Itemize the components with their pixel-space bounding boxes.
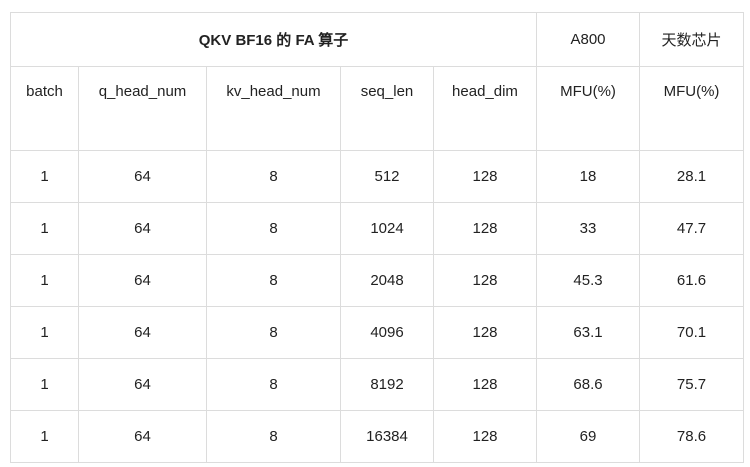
- column-header: q_head_num: [78, 66, 207, 151]
- table-cell: 33: [536, 202, 640, 255]
- table-cell: 47.7: [639, 202, 744, 255]
- table-cell: 64: [78, 358, 207, 411]
- table-cell: 68.6: [536, 358, 640, 411]
- table-cell: 2048: [340, 254, 434, 307]
- column-header: head_dim: [433, 66, 537, 151]
- table-row: 1 64 8 16384 128 69 78.6: [10, 410, 744, 463]
- mfu-comparison-table: QKV BF16 的 FA 算子 A800 天数芯片 batch q_head_n…: [10, 12, 744, 463]
- table-row: 1 64 8 512 128 18 28.1: [10, 150, 744, 203]
- table-cell: 8192: [340, 358, 434, 411]
- table-row: 1 64 8 4096 128 63.1 70.1: [10, 306, 744, 359]
- table-cell: 8: [206, 254, 341, 307]
- table-cell: 8: [206, 150, 341, 203]
- table-cell: 70.1: [639, 306, 744, 359]
- table-cell: 64: [78, 254, 207, 307]
- table-cell: 1: [10, 202, 79, 255]
- table-cell: 64: [78, 202, 207, 255]
- table-cell: 4096: [340, 306, 434, 359]
- group-header-a800: A800: [536, 12, 640, 67]
- table-cell: 28.1: [639, 150, 744, 203]
- group-header-row: QKV BF16 的 FA 算子 A800 天数芯片: [10, 12, 744, 67]
- table-cell: 128: [433, 410, 537, 463]
- table-cell: 64: [78, 306, 207, 359]
- column-header: batch: [10, 66, 79, 151]
- table-cell: 61.6: [639, 254, 744, 307]
- table-cell: 1024: [340, 202, 434, 255]
- table-row: 1 64 8 8192 128 68.6 75.7: [10, 358, 744, 411]
- table-cell: 18: [536, 150, 640, 203]
- table-cell: 1: [10, 358, 79, 411]
- column-header: seq_len: [340, 66, 434, 151]
- table-cell: 45.3: [536, 254, 640, 307]
- table-cell: 78.6: [639, 410, 744, 463]
- table-cell: 8: [206, 358, 341, 411]
- column-header: MFU(%): [639, 66, 744, 151]
- column-header: MFU(%): [536, 66, 640, 151]
- table-cell: 75.7: [639, 358, 744, 411]
- table-cell: 64: [78, 410, 207, 463]
- table-cell: 64: [78, 150, 207, 203]
- table-row: 1 64 8 2048 128 45.3 61.6: [10, 254, 744, 307]
- group-header-tianshu: 天数芯片: [639, 12, 744, 67]
- table-cell: 128: [433, 150, 537, 203]
- column-header: kv_head_num: [206, 66, 341, 151]
- table-cell: 8: [206, 306, 341, 359]
- table-cell: 8: [206, 202, 341, 255]
- table-cell: 63.1: [536, 306, 640, 359]
- table-title: QKV BF16 的 FA 算子: [10, 12, 537, 67]
- table-cell: 128: [433, 254, 537, 307]
- table-cell: 8: [206, 410, 341, 463]
- table-cell: 1: [10, 410, 79, 463]
- table-cell: 128: [433, 358, 537, 411]
- table-cell: 128: [433, 306, 537, 359]
- table-cell: 69: [536, 410, 640, 463]
- table-row: 1 64 8 1024 128 33 47.7: [10, 202, 744, 255]
- table-cell: 16384: [340, 410, 434, 463]
- table-cell: 128: [433, 202, 537, 255]
- table-cell: 1: [10, 150, 79, 203]
- table-cell: 1: [10, 306, 79, 359]
- table-cell: 1: [10, 254, 79, 307]
- table-cell: 512: [340, 150, 434, 203]
- column-header-row: batch q_head_num kv_head_num seq_len head_di…: [10, 66, 744, 151]
